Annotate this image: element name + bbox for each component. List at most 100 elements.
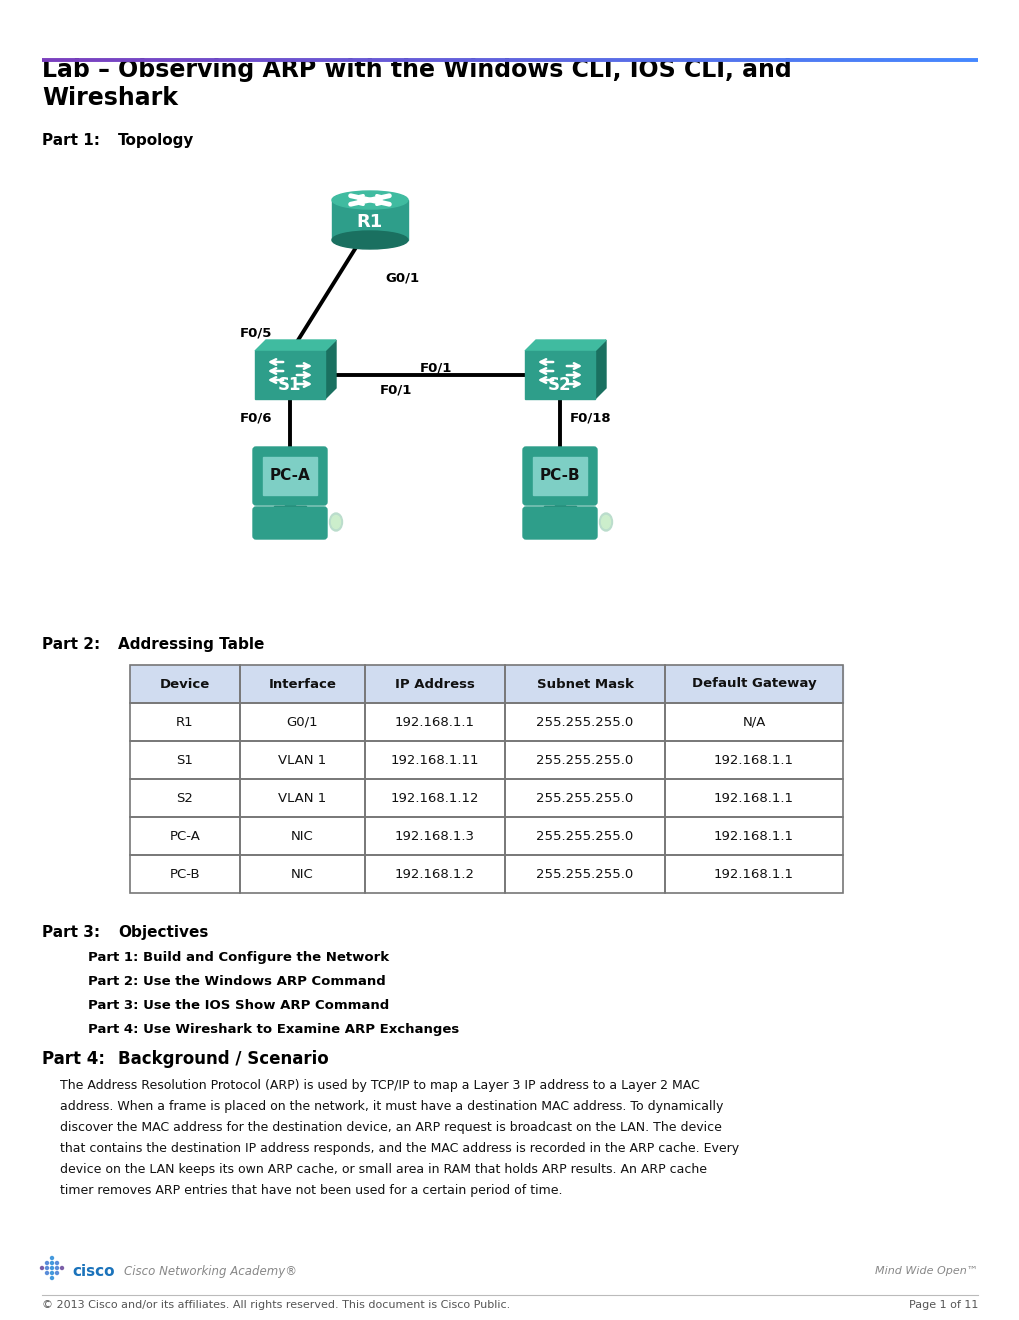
Polygon shape xyxy=(525,341,605,351)
Bar xyxy=(504,741,664,779)
Bar xyxy=(365,855,504,894)
Circle shape xyxy=(55,1266,58,1270)
Text: NIC: NIC xyxy=(290,829,314,842)
Text: 255.255.255.0: 255.255.255.0 xyxy=(536,715,633,729)
Bar xyxy=(664,817,842,855)
Text: NIC: NIC xyxy=(290,867,314,880)
Text: address. When a frame is placed on the network, it must have a destination MAC a: address. When a frame is placed on the n… xyxy=(60,1100,722,1113)
Text: Page 1 of 11: Page 1 of 11 xyxy=(908,1300,977,1309)
Bar xyxy=(504,665,664,704)
Bar xyxy=(365,855,504,894)
Bar xyxy=(263,457,317,495)
Circle shape xyxy=(46,1266,49,1270)
Text: 255.255.255.0: 255.255.255.0 xyxy=(536,829,633,842)
Text: S1: S1 xyxy=(176,754,194,767)
Text: 192.168.1.12: 192.168.1.12 xyxy=(390,792,479,804)
Text: F0/6: F0/6 xyxy=(239,412,272,425)
Bar xyxy=(525,351,594,399)
Text: 192.168.1.1: 192.168.1.1 xyxy=(394,715,475,729)
Text: 192.168.1.3: 192.168.1.3 xyxy=(394,829,475,842)
Text: VLAN 1: VLAN 1 xyxy=(278,792,326,804)
Circle shape xyxy=(51,1257,53,1259)
Text: Topology: Topology xyxy=(118,133,195,148)
Bar xyxy=(129,817,239,855)
Bar xyxy=(239,665,365,704)
Bar xyxy=(365,741,504,779)
Bar xyxy=(274,506,306,512)
Text: Lab – Observing ARP with the Windows CLI, IOS CLI, and: Lab – Observing ARP with the Windows CLI… xyxy=(42,58,791,82)
Bar xyxy=(664,741,842,779)
Polygon shape xyxy=(594,341,605,399)
Bar xyxy=(365,665,504,704)
Text: Part 1:: Part 1: xyxy=(42,133,100,148)
Bar xyxy=(255,351,325,399)
Text: 255.255.255.0: 255.255.255.0 xyxy=(536,754,633,767)
Text: F0/1: F0/1 xyxy=(380,384,412,396)
Bar xyxy=(504,704,664,741)
Text: cisco: cisco xyxy=(72,1263,114,1279)
Bar xyxy=(664,704,842,741)
Text: R1: R1 xyxy=(357,213,383,231)
Polygon shape xyxy=(325,341,335,399)
Bar xyxy=(504,817,664,855)
Text: PC-A: PC-A xyxy=(169,829,201,842)
Bar xyxy=(504,665,664,704)
Bar xyxy=(504,855,664,894)
Bar xyxy=(129,741,239,779)
Text: Interface: Interface xyxy=(268,677,336,690)
Bar xyxy=(664,779,842,817)
Bar xyxy=(664,665,842,704)
Text: PC-B: PC-B xyxy=(169,867,200,880)
Bar xyxy=(129,779,239,817)
Bar xyxy=(239,704,365,741)
Bar xyxy=(365,704,504,741)
Circle shape xyxy=(51,1276,53,1279)
Bar xyxy=(664,779,842,817)
Text: F0/1: F0/1 xyxy=(420,362,452,375)
Text: R1: R1 xyxy=(176,715,194,729)
Bar xyxy=(543,506,576,512)
Circle shape xyxy=(41,1266,44,1270)
Circle shape xyxy=(55,1262,58,1265)
Circle shape xyxy=(51,1266,53,1270)
Text: The Address Resolution Protocol (ARP) is used by TCP/IP to map a Layer 3 IP addr: The Address Resolution Protocol (ARP) is… xyxy=(60,1078,699,1092)
Bar xyxy=(365,665,504,704)
Circle shape xyxy=(51,1262,53,1265)
Text: Part 2:: Part 2: xyxy=(42,638,100,652)
Bar xyxy=(129,779,239,817)
Text: G0/1: G0/1 xyxy=(384,272,419,285)
Text: Part 4:: Part 4: xyxy=(42,1049,105,1068)
Text: Subnet Mask: Subnet Mask xyxy=(536,677,633,690)
Text: N/A: N/A xyxy=(742,715,765,729)
Text: Mind Wide Open™: Mind Wide Open™ xyxy=(874,1266,977,1276)
Bar xyxy=(129,704,239,741)
Text: Part 3:: Part 3: xyxy=(42,925,100,940)
Text: Addressing Table: Addressing Table xyxy=(118,638,264,652)
Text: 192.168.1.1: 192.168.1.1 xyxy=(713,754,793,767)
Circle shape xyxy=(51,1271,53,1275)
Text: Default Gateway: Default Gateway xyxy=(691,677,815,690)
Text: PC-B: PC-B xyxy=(539,469,580,483)
Bar xyxy=(129,665,239,704)
Bar xyxy=(554,499,565,507)
FancyBboxPatch shape xyxy=(523,447,596,506)
Bar xyxy=(239,779,365,817)
Bar xyxy=(129,855,239,894)
FancyBboxPatch shape xyxy=(253,507,327,539)
Bar xyxy=(504,779,664,817)
Bar xyxy=(129,704,239,741)
Text: Part 2: Use the Windows ARP Command: Part 2: Use the Windows ARP Command xyxy=(88,975,385,987)
Text: timer removes ARP entries that have not been used for a certain period of time.: timer removes ARP entries that have not … xyxy=(60,1184,561,1197)
Bar xyxy=(664,704,842,741)
Text: that contains the destination IP address responds, and the MAC address is record: that contains the destination IP address… xyxy=(60,1142,739,1155)
Bar xyxy=(533,457,586,495)
Polygon shape xyxy=(255,341,335,351)
Circle shape xyxy=(55,1271,58,1275)
Text: F0/18: F0/18 xyxy=(570,412,611,425)
Bar xyxy=(239,855,365,894)
Bar xyxy=(504,779,664,817)
Text: 192.168.1.1: 192.168.1.1 xyxy=(713,867,793,880)
Bar xyxy=(664,665,842,704)
Text: 192.168.1.1: 192.168.1.1 xyxy=(713,792,793,804)
Bar xyxy=(284,499,294,507)
